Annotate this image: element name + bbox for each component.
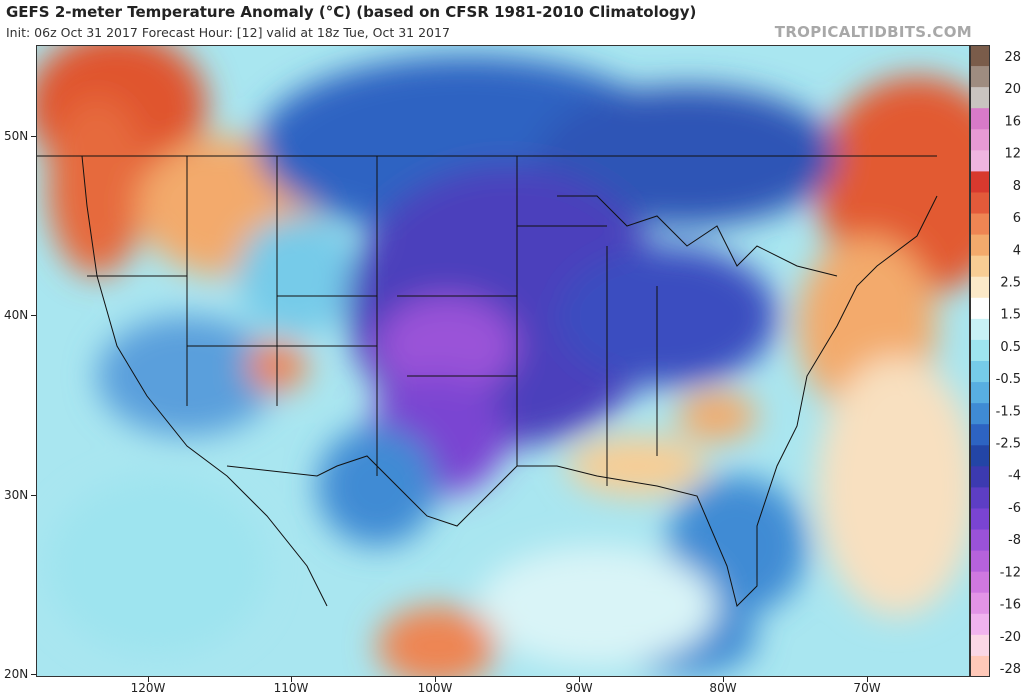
colorbar-swatch <box>970 529 990 552</box>
colorbar-label: -1.5 <box>996 404 1021 419</box>
colorbar-label: -8 <box>1008 533 1021 548</box>
colorbar-label: 1.5 <box>1000 308 1021 323</box>
colorbar-label: 0.5 <box>1000 340 1021 355</box>
colorbar-label: 12 <box>1004 147 1021 162</box>
colorbar-swatch <box>970 45 990 67</box>
brand-watermark: TROPICALTIDBITS.COM <box>774 23 972 41</box>
anomaly-blobs <box>37 46 969 676</box>
map-title: GEFS 2-meter Temperature Anomaly (°C) (b… <box>6 3 697 21</box>
colorbar-label: -16 <box>1000 598 1021 613</box>
colorbar-swatch <box>970 634 990 657</box>
colorbar-label: -2.5 <box>996 437 1021 452</box>
colorbar-label: 2.5 <box>1000 276 1021 291</box>
colorbar: 28 20 16 12 8 6 4 2.5 1.5 0.5 -0.5 -1.5 -2.5 -4 -6 -8 -1… <box>970 45 1021 678</box>
lat-label-50n: 50N <box>4 129 29 143</box>
map-subtitle: Init: 06z Oct 31 2017 Forecast Hour: [12… <box>6 25 450 40</box>
colorbar-swatch <box>970 255 990 278</box>
lon-tick <box>723 677 724 682</box>
colorbar-label: -28 <box>1000 662 1021 677</box>
lat-label-40n: 40N <box>4 308 29 322</box>
colorbar-swatch <box>970 87 990 109</box>
colorbar-swatch <box>970 424 990 446</box>
colorbar-label: 28 <box>1004 50 1021 65</box>
colorbar-label: -20 <box>1000 630 1021 645</box>
colorbar-swatch <box>970 445 990 467</box>
colorbar-swatch <box>970 129 990 151</box>
colorbar-swatch <box>970 508 990 531</box>
colorbar-label: 6 <box>1013 211 1021 226</box>
lon-label-120w: 120W <box>130 681 166 695</box>
lon-label-100w: 100W <box>417 681 453 695</box>
colorbar-swatch <box>970 150 990 172</box>
colorbar-swatch <box>970 403 990 425</box>
colorbar-swatch <box>970 613 990 636</box>
colorbar-swatch <box>970 234 990 257</box>
temperature-anomaly-map <box>36 45 970 677</box>
lat-tick <box>31 136 36 137</box>
lat-tick <box>31 315 36 316</box>
colorbar-label: -0.5 <box>996 372 1021 387</box>
map-canvas <box>37 46 969 676</box>
lon-tick <box>291 677 292 682</box>
colorbar-legend: 28 20 16 12 8 6 4 2.5 1.5 0.5 -0.5 -1.5 -2.5 -4 -6 -8 -1… <box>970 45 1024 678</box>
colorbar-swatch <box>970 339 990 362</box>
borders-and-coastlines <box>37 155 938 607</box>
colorbar-swatch <box>970 655 990 678</box>
lon-tick <box>148 677 149 682</box>
colorbar-swatch <box>970 171 990 193</box>
colorbar-swatch <box>970 108 990 130</box>
colorbar-label: -6 <box>1008 501 1021 516</box>
colorbar-swatch <box>970 466 990 488</box>
lat-tick <box>31 674 36 675</box>
lon-tick <box>867 677 868 682</box>
colorbar-swatch <box>970 297 990 320</box>
colorbar-frame <box>970 45 990 677</box>
colorbar-swatch <box>970 550 990 573</box>
colorbar-swatch <box>970 66 990 88</box>
lat-label-20n: 20N <box>4 667 29 681</box>
lat-label-30n: 30N <box>4 488 29 502</box>
colorbar-label: 4 <box>1013 243 1021 258</box>
colorbar-swatch <box>970 276 990 299</box>
colorbar-swatch <box>970 213 990 236</box>
colorbar-swatch <box>970 192 990 215</box>
colorbar-swatch <box>970 318 990 341</box>
colorbar-swatch <box>970 592 990 615</box>
colorbar-swatch <box>970 487 990 509</box>
colorbar-swatch <box>970 382 990 404</box>
lat-tick <box>31 495 36 496</box>
lon-tick <box>435 677 436 682</box>
colorbar-swatch <box>970 361 990 383</box>
colorbar-swatch <box>970 571 990 594</box>
lon-label-70w: 70W <box>853 681 881 695</box>
colorbar-label: 16 <box>1004 114 1021 129</box>
colorbar-label: 20 <box>1004 82 1021 97</box>
colorbar-label: -12 <box>1000 565 1021 580</box>
lon-label-90w: 90W <box>565 681 593 695</box>
colorbar-label: -4 <box>1008 469 1021 484</box>
lon-tick <box>579 677 580 682</box>
lon-label-110w: 110W <box>273 681 309 695</box>
lon-label-80w: 80W <box>709 681 737 695</box>
colorbar-label: 8 <box>1013 179 1021 194</box>
